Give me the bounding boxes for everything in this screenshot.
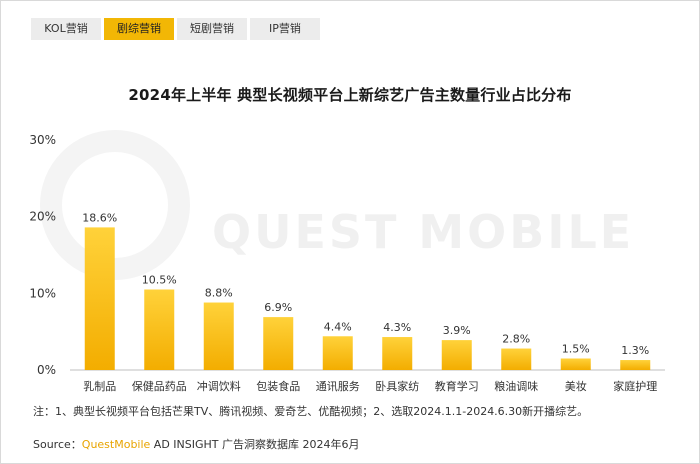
y-tick-label: 0% xyxy=(37,363,56,377)
bar-value-label: 4.4% xyxy=(324,320,352,333)
bar-value-label: 1.5% xyxy=(562,343,590,356)
bar xyxy=(441,340,472,370)
bar-value-label: 1.3% xyxy=(621,344,649,357)
chart-title: 2024年上半年 典型长视频平台上新综艺广告主数量行业占比分布 xyxy=(128,86,572,104)
footnote: 注：1、典型长视频平台包括芒果TV、腾讯视频、爱奇艺、优酷视频；2、选取2024… xyxy=(33,405,589,418)
x-tick-label: 包装食品 xyxy=(256,379,300,393)
bar-value-label: 4.3% xyxy=(383,321,411,334)
bar xyxy=(263,317,294,370)
bar xyxy=(84,227,115,370)
tab-ip[interactable]: IP营销 xyxy=(250,18,320,40)
source-suffix: AD INSIGHT 广告洞察数据库 2024年6月 xyxy=(150,438,360,451)
x-tick-label: 乳制品 xyxy=(83,380,116,393)
x-tick-label: 保健品药品 xyxy=(132,379,187,393)
bar-value-label: 8.8% xyxy=(205,287,233,300)
x-tick-label: 美妆 xyxy=(565,380,587,393)
source-prefix: Source： xyxy=(33,438,82,451)
tab-bar: KOL营销 剧综营销 短剧营销 IP营销 xyxy=(31,18,323,40)
bar-value-label: 3.9% xyxy=(443,324,471,337)
watermark-text: QUEST MOBILE xyxy=(212,205,635,259)
bar xyxy=(501,348,532,370)
tab-kol[interactable]: KOL营销 xyxy=(31,18,101,40)
y-tick-label: 30% xyxy=(29,133,56,147)
source-brand: QuestMobile xyxy=(81,438,151,451)
bar xyxy=(322,336,353,370)
bar xyxy=(620,360,651,370)
bar xyxy=(203,302,234,370)
bar-value-label: 2.8% xyxy=(502,333,530,346)
bar xyxy=(144,289,175,370)
bar-value-label: 18.6% xyxy=(82,211,117,224)
bar-value-label: 6.9% xyxy=(264,301,292,314)
x-tick-label: 冲调饮料 xyxy=(197,379,241,393)
bar xyxy=(560,358,591,370)
tab-drama-variety[interactable]: 剧综营销 xyxy=(104,18,174,40)
x-tick-label: 通讯服务 xyxy=(316,380,360,393)
x-tick-label: 家庭护理 xyxy=(613,379,657,393)
bar-value-label: 10.5% xyxy=(142,274,177,287)
source-line: Source：QuestMobile AD INSIGHT 广告洞察数据库 20… xyxy=(33,436,360,452)
y-tick-label: 20% xyxy=(29,210,56,224)
tab-short-drama[interactable]: 短剧营销 xyxy=(177,18,247,40)
x-tick-label: 卧具家纺 xyxy=(375,379,419,393)
y-tick-label: 10% xyxy=(29,286,56,300)
x-tick-label: 教育学习 xyxy=(435,379,479,393)
bar xyxy=(382,337,413,370)
x-tick-label: 粮油调味 xyxy=(494,379,538,393)
